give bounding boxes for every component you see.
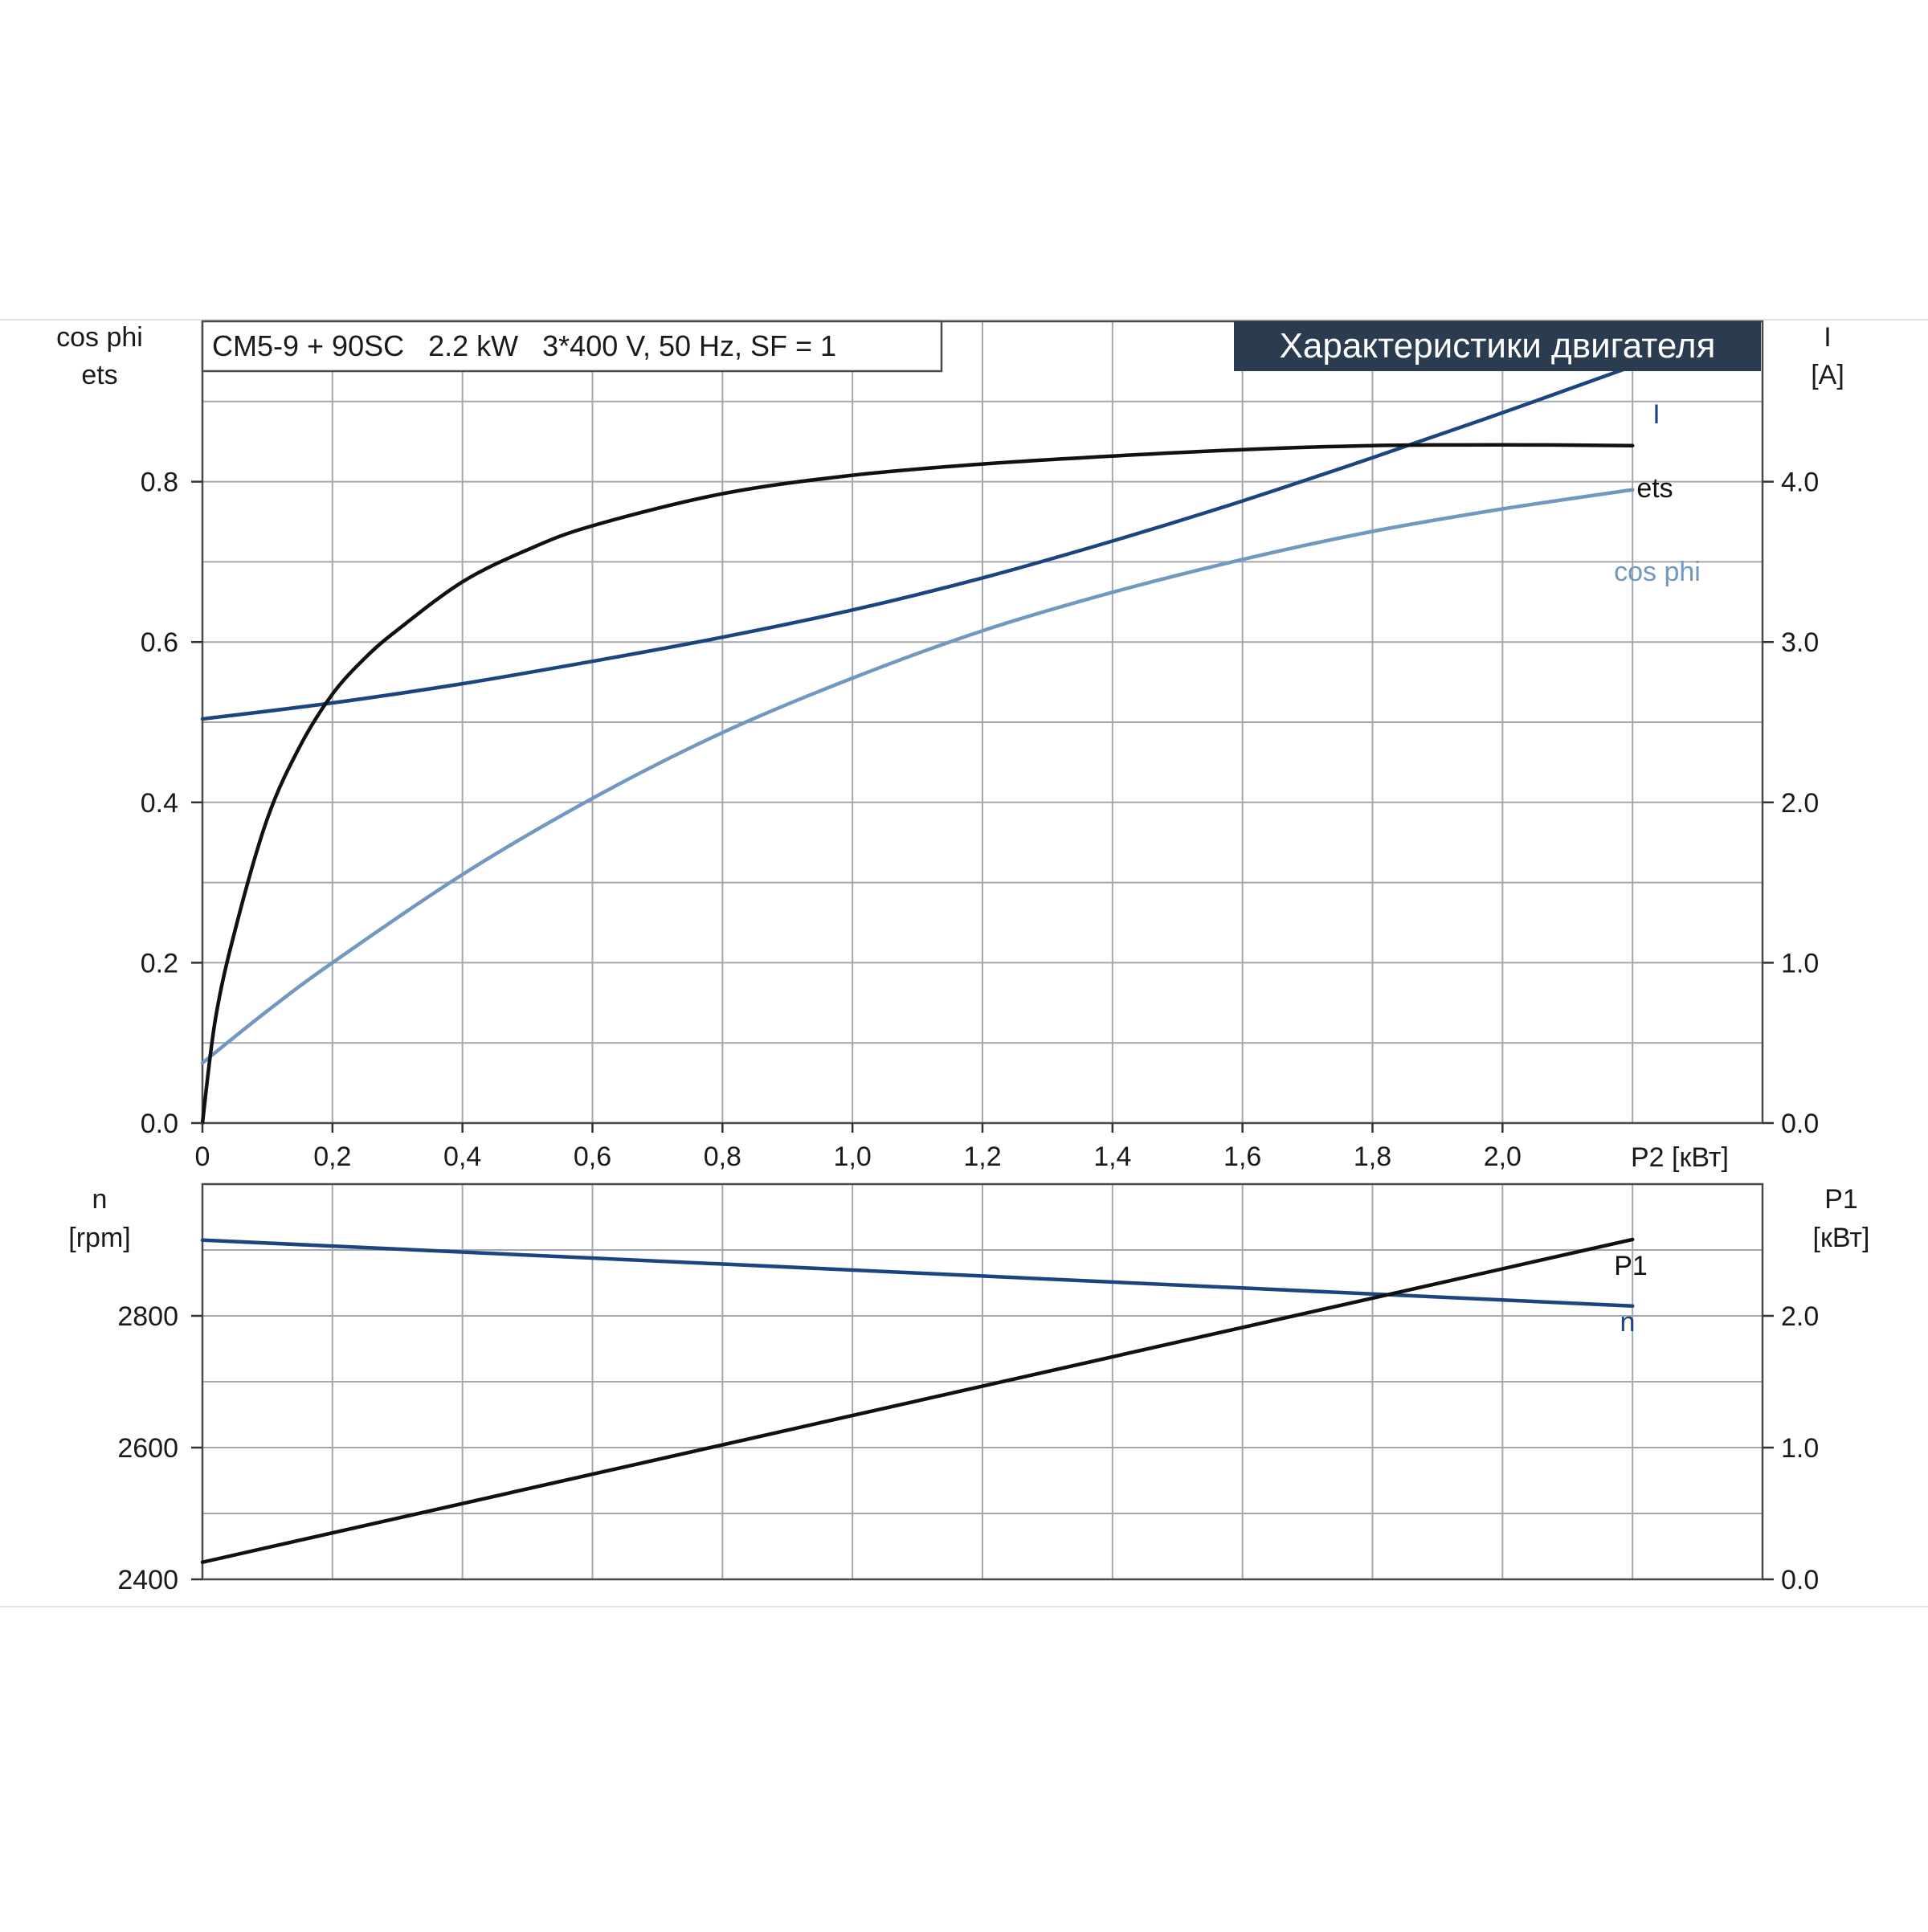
curve-p1 [200, 1237, 1635, 1564]
top-ticks: 0 0,2 0,4 0,6 0,8 1,0 1,2 1,4 1,6 1,8 2,0 0.0 0.2 0.4… [141, 468, 1820, 1172]
title-banner [1234, 321, 1761, 371]
bottom-left-tick-label: 2800 [117, 1301, 178, 1332]
top-plot: 0 0,2 0,4 0,6 0,8 1,0 1,2 1,4 1,6 1,8 2,0 0.0 0.2 0.4… [56, 320, 1844, 1173]
x-tick-label: 1,2 [963, 1142, 1001, 1172]
bottom-right-tick-label: 0.0 [1781, 1565, 1819, 1595]
top-grid [202, 321, 1763, 1123]
left-axis-label-cosphi: cos phi [56, 322, 143, 353]
right-tick-label: 1.0 [1781, 948, 1819, 978]
series-label-n: n [1620, 1307, 1636, 1338]
right-tick-label: 0.0 [1781, 1109, 1819, 1139]
top-series [200, 364, 1635, 1125]
curve-cos-phi [200, 488, 1635, 1065]
series-label-ets: ets [1636, 473, 1673, 504]
right-axis-label-i: I [1824, 322, 1831, 353]
bottom-left-axis-label-rpm: [rpm] [68, 1223, 130, 1253]
left-tick-label: 0.2 [141, 948, 178, 978]
x-tick-label: 1,0 [834, 1142, 872, 1172]
bottom-right-tick-label: 2.0 [1781, 1301, 1819, 1332]
right-axis-label-a-unit: [A] [1811, 360, 1844, 390]
bottom-right-axis-label-kw: [кВт] [1813, 1223, 1870, 1253]
curve-i [200, 364, 1635, 721]
x-tick-label: 2,0 [1484, 1142, 1522, 1172]
curve-ets [200, 443, 1635, 1125]
right-tick-label: 4.0 [1781, 468, 1819, 498]
bottom-plot-frame [201, 1182, 1764, 1581]
chart-title: Характеристики двигателя [1280, 326, 1716, 366]
x-tick-label: 0,2 [313, 1142, 351, 1172]
right-tick-label: 3.0 [1781, 627, 1819, 658]
curve-n [200, 1238, 1635, 1308]
x-tick-label: 1,4 [1093, 1142, 1131, 1172]
x-axis-label: P2 [кВт] [1631, 1142, 1729, 1173]
bottom-grid [202, 1184, 1763, 1579]
right-tick-label: 2.0 [1781, 788, 1819, 819]
series-label-i: I [1652, 399, 1660, 430]
x-tick-label: 0 [195, 1142, 210, 1172]
bottom-series [200, 1237, 1635, 1564]
left-tick-label: 0.4 [141, 788, 178, 819]
x-tick-label: 1,6 [1223, 1142, 1261, 1172]
bottom-right-tick-label: 1.0 [1781, 1433, 1819, 1464]
x-tick-label: 0,6 [574, 1142, 611, 1172]
series-label-p1: P1 [1614, 1251, 1648, 1281]
bottom-left-tick-label: 2400 [117, 1565, 178, 1595]
bottom-right-axis-label-p1: P1 [1824, 1184, 1858, 1215]
left-tick-label: 0.6 [141, 627, 178, 658]
model-info-box [201, 320, 943, 373]
bottom-left-axis-label-n: n [92, 1184, 108, 1215]
x-tick-label: 0,8 [704, 1142, 741, 1172]
left-tick-label: 0.0 [141, 1109, 178, 1139]
left-axis-label-ets: ets [81, 360, 117, 390]
x-tick-label: 1,8 [1354, 1142, 1391, 1172]
bottom-ticks: 2400 2600 2800 0.0 1.0 2.0 [117, 1301, 1819, 1595]
bottom-left-tick-label: 2600 [117, 1433, 178, 1464]
x-tick-label: 0,4 [443, 1142, 481, 1172]
model-info-text: CM5-9 + 90SC 2.2 kW 3*400 V, 50 Hz, SF =… [212, 329, 836, 362]
bottom-plot: 2400 2600 2800 0.0 1.0 2.0 n [rpm] P1 [кВт] P… [68, 1182, 1870, 1595]
series-label-cosphi: cos phi [1614, 557, 1701, 587]
left-tick-label: 0.8 [141, 468, 178, 498]
